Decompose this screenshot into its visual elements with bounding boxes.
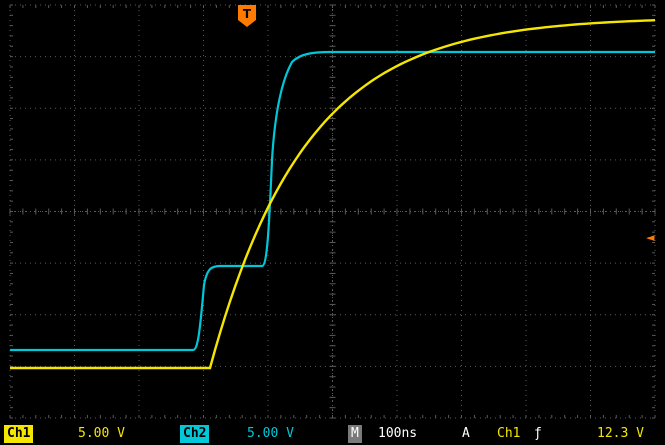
timebase-label[interactable]: M bbox=[348, 425, 362, 443]
trigger-position-marker[interactable]: T bbox=[238, 5, 256, 27]
status-bar: Ch1 5.00 V Ch2 5.00 V M 100ns A Ch1 ƒ 12… bbox=[0, 423, 665, 445]
ch2-waveform bbox=[10, 50, 655, 352]
ch1-scale: 5.00 V bbox=[78, 426, 125, 441]
trigger-position-label: T bbox=[243, 7, 252, 21]
trigger-level-marker[interactable]: ◄ bbox=[646, 231, 655, 244]
ch1-waveform bbox=[10, 19, 656, 370]
ch1-label[interactable]: Ch1 bbox=[4, 425, 34, 443]
trigger-source: Ch1 bbox=[497, 426, 521, 441]
ch2-label[interactable]: Ch2 bbox=[180, 425, 210, 443]
ch2-scale: 5.00 V bbox=[247, 426, 294, 441]
trigger-mode[interactable]: A bbox=[462, 426, 470, 441]
graticule bbox=[9, 4, 656, 419]
trigger-slope-icon: ƒ bbox=[534, 426, 542, 441]
timebase-value: 100ns bbox=[378, 426, 418, 441]
waveform-screen: T ◄ bbox=[9, 4, 656, 419]
trigger-level: 12.3 V bbox=[597, 426, 644, 441]
